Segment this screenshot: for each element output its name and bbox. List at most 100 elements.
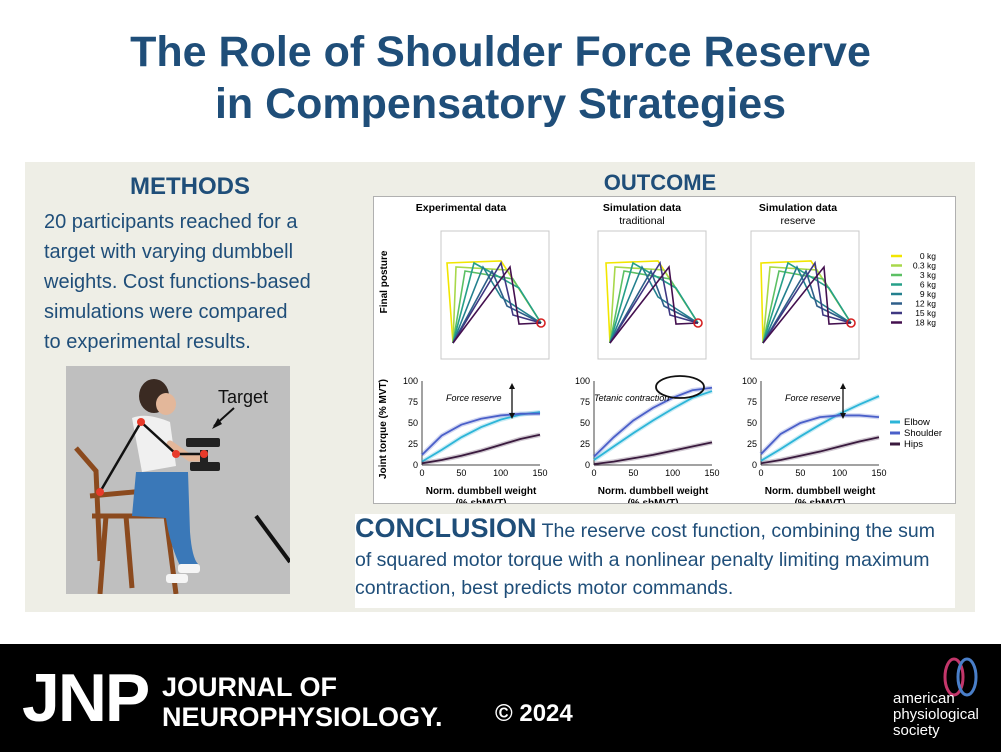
- x-axis-label-unit: (% shMVT): [794, 498, 845, 503]
- posture-trace: [762, 261, 852, 344]
- x-tick-label: 100: [493, 468, 508, 478]
- panel-annotation: Force reserve: [446, 393, 502, 403]
- posture-axes: [597, 230, 707, 360]
- copyright: © 2024: [495, 700, 573, 727]
- target-marker: [693, 318, 703, 328]
- x-tick-label: 100: [832, 468, 847, 478]
- y-tick-label: 50: [580, 418, 590, 428]
- posture-trace: [762, 264, 852, 344]
- x-axis-label: Norm. dumbbell weight: [598, 486, 709, 497]
- journal-name-line-1: JOURNAL OF: [162, 672, 338, 702]
- torque-ylabel: Joint torque (% MVT): [378, 379, 389, 479]
- journal-name: JOURNAL OF NEUROPHYSIOLOGY.: [162, 672, 443, 732]
- arrowhead-down: [840, 413, 846, 419]
- marker-links: [96, 418, 208, 496]
- y-tick-label: 50: [408, 418, 418, 428]
- methods-line: 20 participants reached for a: [44, 211, 298, 233]
- society-name: american physiological society: [893, 691, 979, 739]
- series-line-shoulder: [760, 414, 880, 455]
- target-marker: [536, 318, 546, 328]
- x-tick-label: 100: [665, 468, 680, 478]
- x-tick-label: 150: [704, 468, 719, 478]
- series-line-elbow: [593, 390, 713, 461]
- series-line-shoulder: [421, 412, 540, 456]
- weight-legend-label: 9 kg: [920, 289, 936, 299]
- posture-trace: [762, 270, 852, 344]
- x-tick-label: 50: [456, 468, 466, 478]
- outcome-heading: OUTCOME: [603, 170, 717, 195]
- participant-illustration: Target: [66, 366, 292, 595]
- weight-legend-label: 12 kg: [915, 299, 936, 309]
- posture-trace: [609, 270, 699, 344]
- person: [132, 379, 208, 583]
- panel-annotation: Tetanic contraction: [594, 393, 669, 403]
- y-tick-label: 75: [580, 397, 590, 407]
- aps-logo-icon: [943, 657, 978, 697]
- society-line: society: [893, 722, 940, 739]
- posture-ylabel: Final posture: [379, 250, 390, 313]
- joint-legend-label: Elbow: [904, 417, 930, 428]
- x-axis-label: Norm. dumbbell weight: [426, 486, 537, 497]
- jnp-logo: JNP: [22, 660, 150, 736]
- conclusion-text: The reserve cost function, combining the…: [355, 520, 936, 599]
- series-line-hips: [760, 436, 880, 465]
- posture-trace: [452, 269, 542, 344]
- series-line-shoulder: [593, 386, 713, 458]
- tetanic-highlight: [655, 375, 705, 399]
- x-axis-label-unit: (% shMVT): [455, 498, 506, 503]
- posture-trace: [762, 269, 852, 344]
- panel-title-traditional: Simulation data: [603, 202, 681, 214]
- series-line-hips: [593, 441, 713, 466]
- society-line: physiological: [893, 706, 979, 723]
- y-tick-label: 100: [742, 376, 757, 386]
- weight-legend-label: 3 kg: [920, 270, 936, 280]
- methods-line: simulations were compared: [44, 301, 288, 323]
- y-tick-label: 25: [580, 439, 590, 449]
- outcome-chart: Experimental data Simulation data tradit…: [373, 196, 956, 509]
- panel-title-experimental: Experimental data: [416, 202, 507, 214]
- chair: [74, 446, 179, 595]
- posture-plots: [440, 230, 860, 360]
- posture-axes: [750, 230, 860, 360]
- x-axis-label-unit: (% shMVT): [627, 498, 678, 503]
- panel-annotation: Force reserve: [785, 393, 841, 403]
- posture-trace: [452, 266, 542, 344]
- society-line: american: [893, 690, 955, 707]
- x-tick-label: 50: [795, 468, 805, 478]
- methods-line: weights. Cost functions-based: [44, 271, 311, 293]
- y-tick-label: 25: [408, 439, 418, 449]
- posture-trace: [452, 265, 542, 344]
- weight-legend-label: 15 kg: [915, 308, 936, 318]
- methods-text: 20 participants reached for a target wit…: [44, 207, 344, 357]
- methods-heading: METHODS: [130, 173, 250, 200]
- series-line-elbow: [760, 395, 880, 462]
- y-tick-label: 0: [585, 460, 590, 470]
- y-tick-label: 75: [747, 397, 757, 407]
- weight-legend-label: 6 kg: [920, 280, 936, 290]
- posture-trace: [609, 260, 699, 344]
- y-tick-label: 100: [403, 376, 418, 386]
- outcome-chart-svg: Experimental data Simulation data tradit…: [378, 202, 942, 509]
- x-tick-label: 0: [758, 468, 763, 478]
- posture-trace: [762, 265, 852, 344]
- title-line-2: in Compensatory Strategies: [214, 80, 787, 128]
- arrowhead-down: [509, 413, 515, 419]
- page-title: The Role of Shoulder Force Reserve in Co…: [0, 26, 1001, 130]
- arrowhead-up: [840, 383, 846, 389]
- panel-subtitle-reserve: reserve: [780, 215, 815, 227]
- methods-line: to experimental results.: [44, 331, 251, 353]
- posture-trace: [609, 261, 699, 344]
- y-tick-label: 50: [747, 418, 757, 428]
- methods-line: target with varying dumbbell: [44, 241, 294, 263]
- journal-name-line-2: NEUROPHYSIOLOGY.: [162, 702, 443, 732]
- x-tick-label: 50: [628, 468, 638, 478]
- title-line-1: The Role of Shoulder Force Reserve: [130, 28, 871, 76]
- x-tick-label: 0: [591, 468, 596, 478]
- series-line-hips: [421, 433, 541, 465]
- posture-trace: [452, 265, 542, 344]
- y-tick-label: 0: [752, 460, 757, 470]
- weight-legend-label: 0.3 kg: [913, 261, 936, 271]
- joint-legend-label: Hips: [904, 439, 923, 450]
- x-tick-label: 150: [532, 468, 547, 478]
